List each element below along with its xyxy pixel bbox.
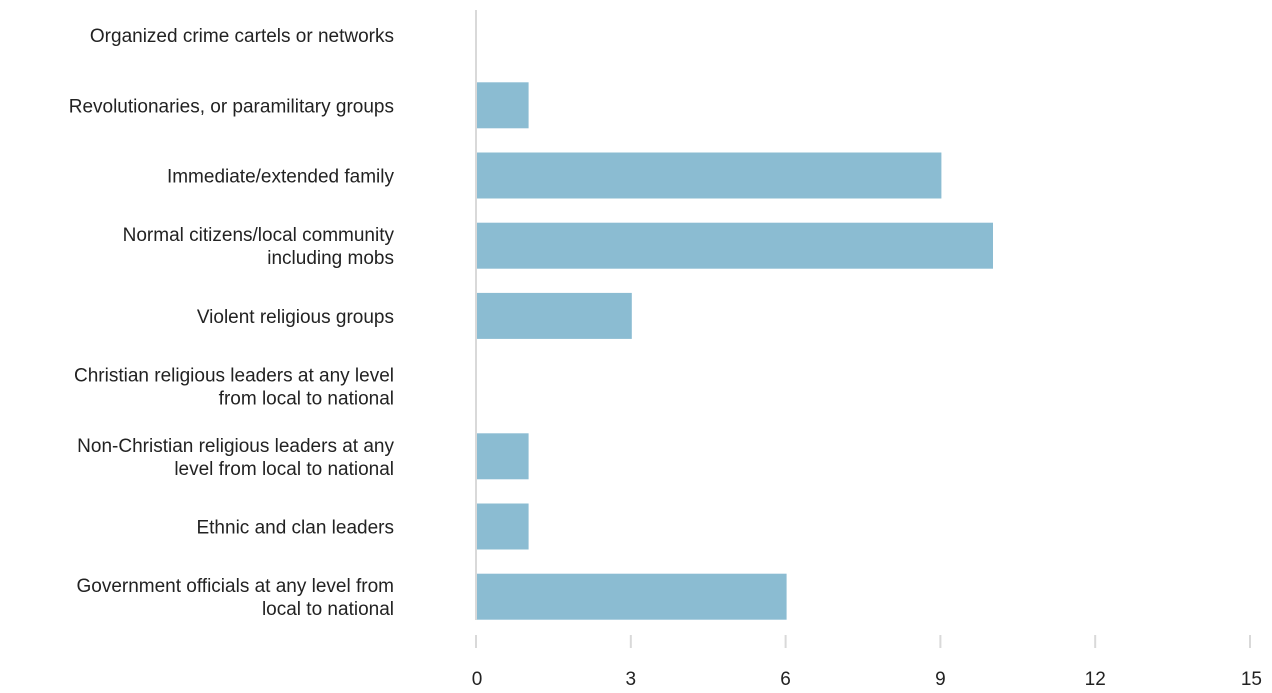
category-label-line: local to national (262, 599, 394, 620)
x-tick-labels: 0 3 6 9 12 15 (472, 669, 1262, 690)
category-label: Normal citizens/local community including… (123, 225, 395, 269)
bar (477, 292, 632, 339)
bar (477, 152, 942, 199)
category-label-line: Violent religious groups (197, 307, 394, 328)
category-label-line: Christian religious leaders at any level (74, 366, 394, 387)
category-label: Non-Christian religious leaders at any le… (77, 436, 394, 480)
category-label-line: Normal citizens/local community (123, 225, 395, 246)
category-label-line: Ethnic and clan leaders (196, 518, 394, 539)
x-tick-label: 15 (1241, 669, 1262, 690)
category-label: Government officials at any level from lo… (76, 576, 394, 620)
category-labels: Organized crime cartels or networks Revol… (69, 26, 395, 620)
category-label-line: Revolutionaries, or paramilitary groups (69, 96, 394, 117)
category-label-line: Immediate/extended family (167, 167, 395, 188)
bar (477, 503, 529, 550)
bar (477, 573, 787, 620)
category-label: Revolutionaries, or paramilitary groups (69, 96, 394, 117)
x-axis (475, 635, 1251, 648)
category-label-line: from local to national (219, 389, 394, 410)
x-tick-label: 0 (472, 669, 483, 690)
category-label-line: Non-Christian religious leaders at any (77, 436, 394, 457)
bar (477, 433, 529, 480)
category-label-line: level from local to national (174, 459, 394, 480)
x-tick-label: 12 (1085, 669, 1106, 690)
x-tick-label: 3 (626, 669, 637, 690)
bar (477, 82, 529, 129)
x-tick-label: 6 (780, 669, 791, 690)
category-label-line: Government officials at any level from (76, 576, 394, 597)
category-label-line: Organized crime cartels or networks (90, 26, 394, 47)
category-label: Violent religious groups (197, 307, 394, 328)
category-label-line: including mobs (267, 248, 394, 269)
category-label: Organized crime cartels or networks (90, 26, 394, 47)
category-label: Christian religious leaders at any level… (74, 366, 394, 410)
category-label: Ethnic and clan leaders (196, 518, 394, 539)
bar (477, 222, 993, 269)
x-tick-label: 9 (935, 669, 946, 690)
bars (477, 82, 993, 620)
category-label: Immediate/extended family (167, 167, 395, 188)
